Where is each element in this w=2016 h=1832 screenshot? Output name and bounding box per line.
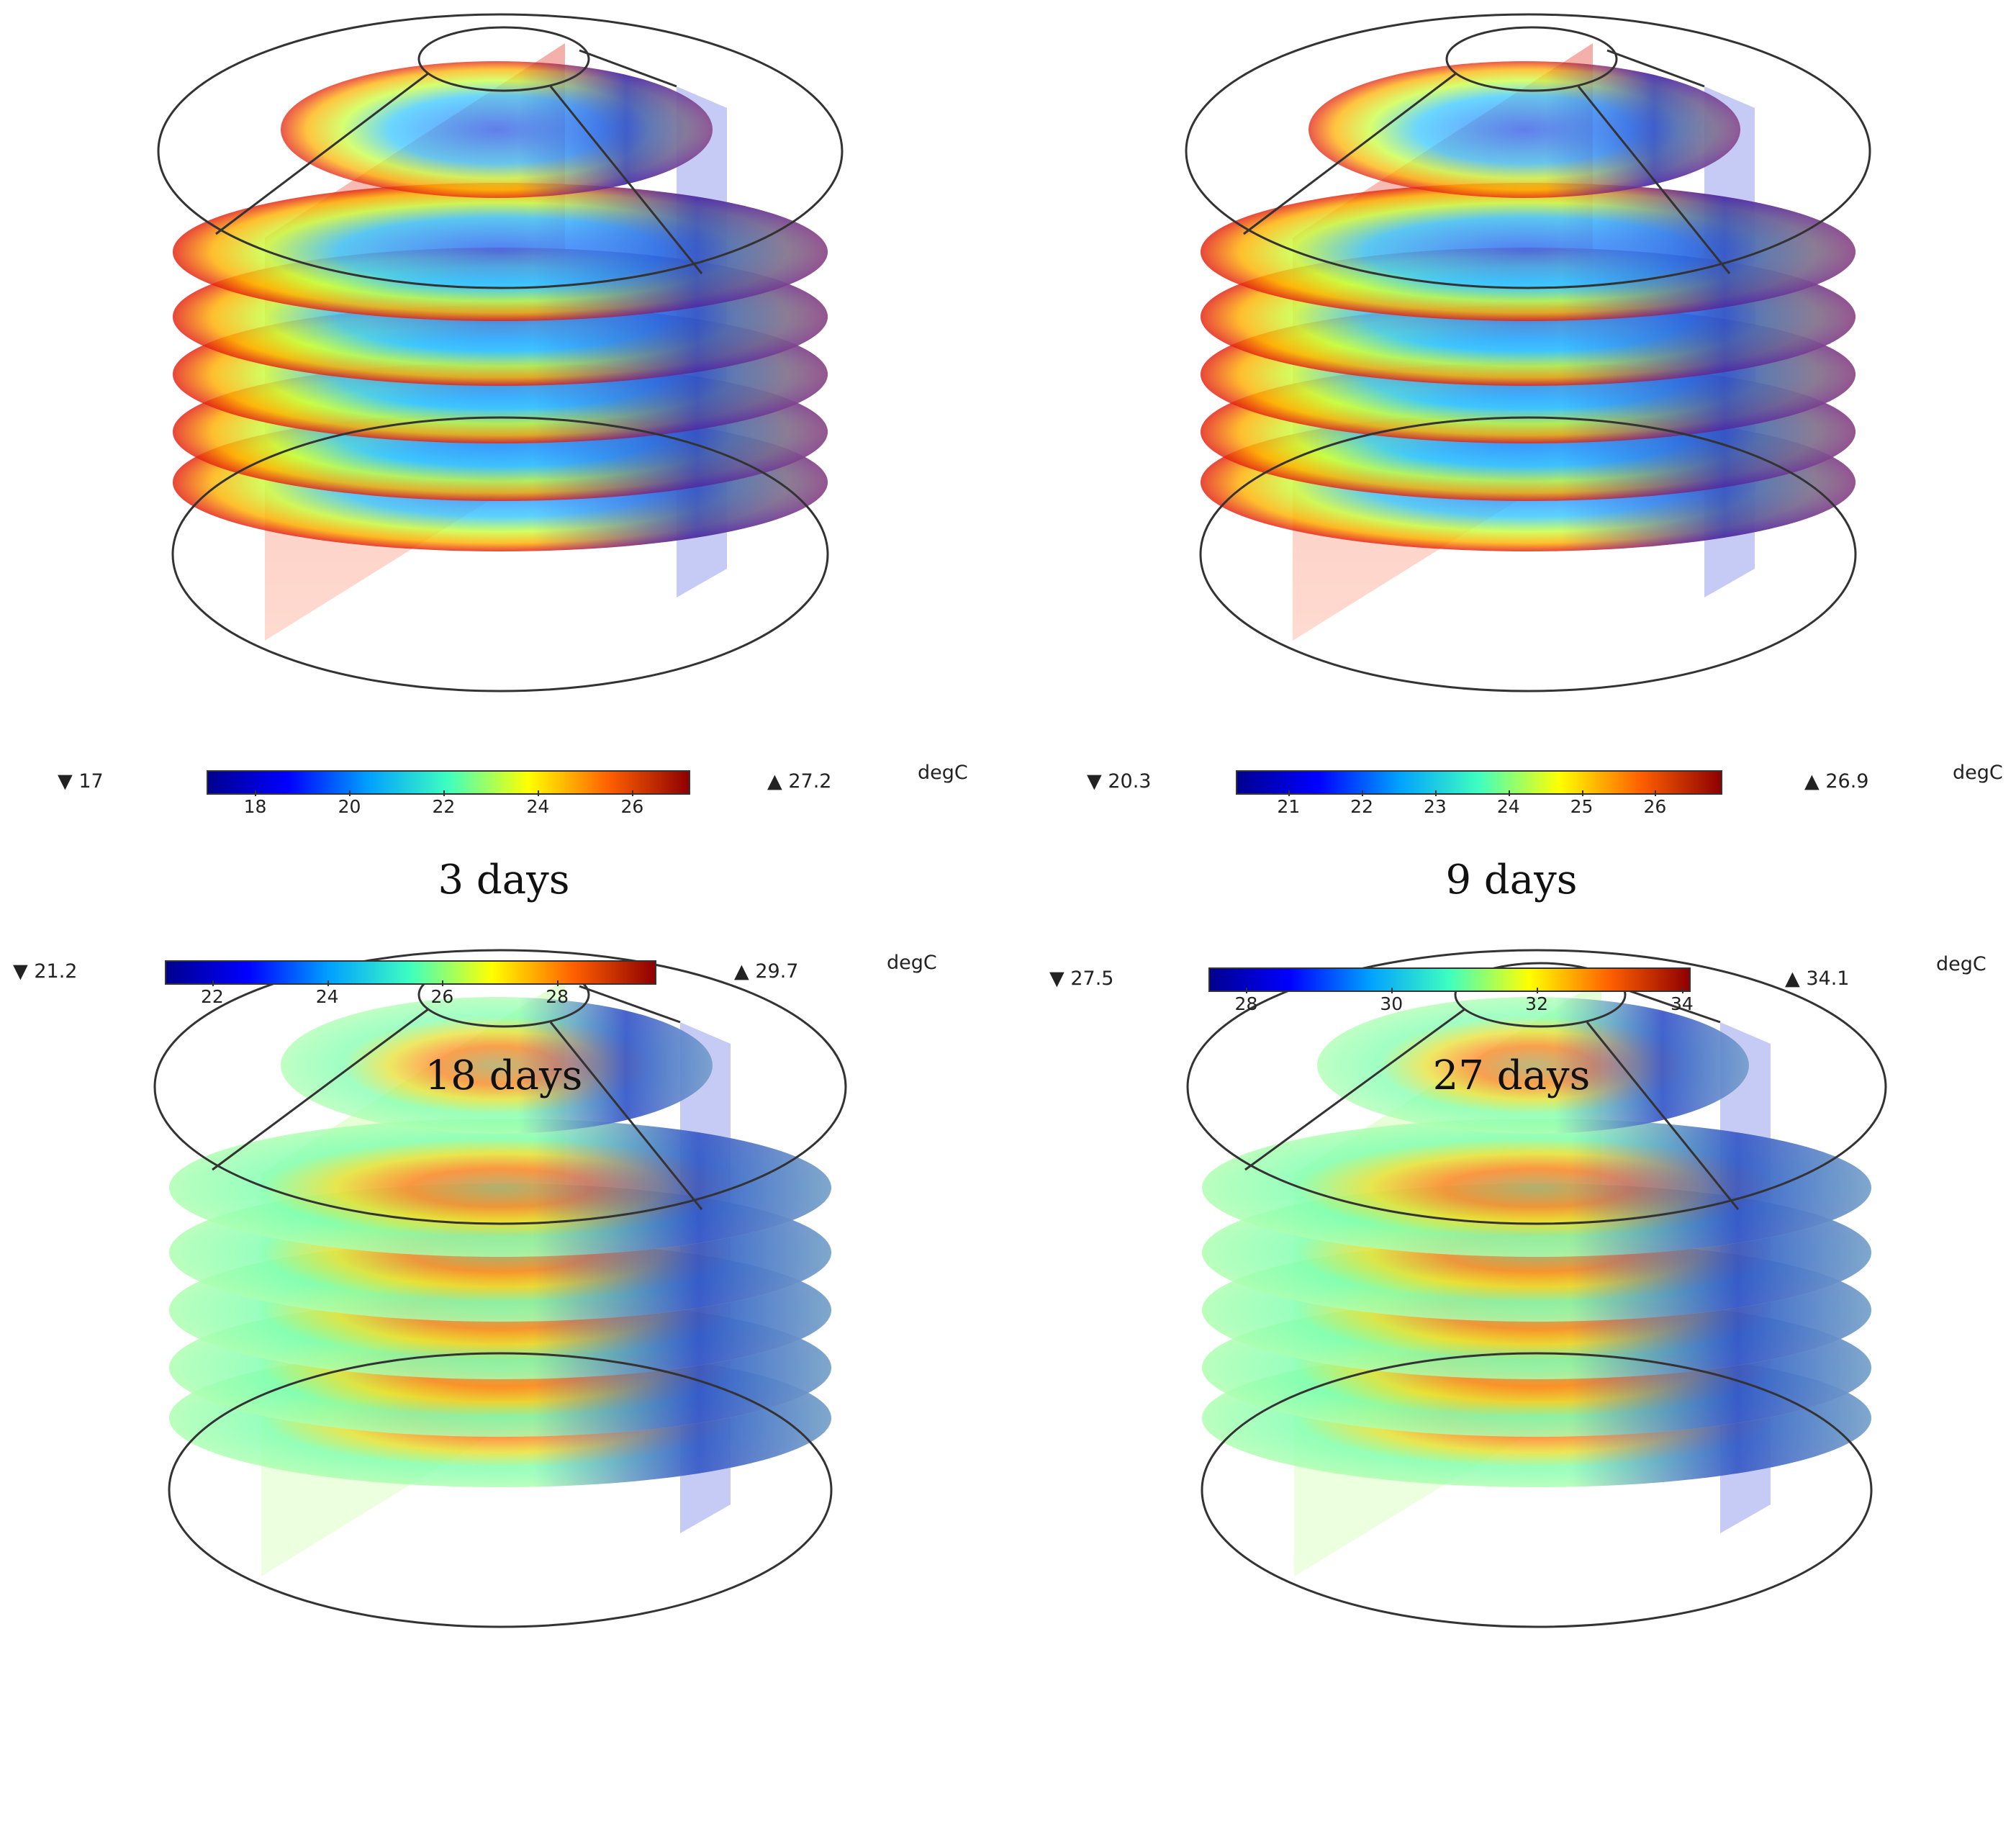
colorbar-tick-label: 24 bbox=[315, 986, 339, 1007]
colorbar-tick-label: 18 bbox=[243, 796, 267, 817]
colorbar-max-label: ▲ 26.9 bbox=[1804, 770, 1869, 793]
colorbar-tick-mark bbox=[1434, 790, 1437, 796]
colorbar-max-label: ▲ 29.7 bbox=[734, 960, 799, 983]
colorbar-tick-mark bbox=[538, 790, 540, 796]
colorbar-tick-label: 23 bbox=[1424, 796, 1447, 817]
colorbar-tick-label: 30 bbox=[1380, 993, 1403, 1014]
colorbar-tick-mark bbox=[1681, 988, 1683, 993]
colorbar-tick-mark bbox=[327, 980, 329, 986]
colorbar-tick-mark bbox=[442, 980, 444, 986]
colorbar-tick-label: 21 bbox=[1277, 796, 1301, 817]
cylinder-temperature-render bbox=[1186, 949, 1887, 1628]
cylinder-temperature-render bbox=[1185, 13, 1871, 692]
colorbar-tick-mark bbox=[1537, 988, 1539, 993]
colorbar-max-label: ▲ 27.2 bbox=[767, 770, 832, 793]
colorbar-unit-label: degC bbox=[918, 762, 968, 784]
colorbar-min-label: ▼ 21.2 bbox=[13, 960, 78, 983]
panel-caption: 27 days bbox=[1432, 1052, 1591, 1099]
colorbar-tick-mark bbox=[255, 790, 257, 796]
panel-caption: 3 days bbox=[438, 857, 570, 903]
colorbar-tick-label: 22 bbox=[432, 796, 456, 817]
colorbar-tick-label: 22 bbox=[1350, 796, 1373, 817]
colorbar-max-label: ▲ 34.1 bbox=[1785, 967, 1850, 990]
colorbar-tick-label: 24 bbox=[526, 796, 550, 817]
colorbar-unit-label: degC bbox=[887, 952, 937, 974]
colorbar: 22 24 26 28 bbox=[165, 960, 656, 1007]
colorbar-min-label: ▼ 27.5 bbox=[1049, 967, 1114, 990]
colorbar-min-label: ▼ 20.3 bbox=[1087, 770, 1152, 793]
colorbar-unit-label: degC bbox=[1953, 762, 2003, 784]
colorbar-tick-mark bbox=[349, 790, 351, 796]
colorbar-tick-mark bbox=[1246, 988, 1248, 993]
colorbar-tick-label: 28 bbox=[546, 986, 569, 1007]
colorbar-tick-mark bbox=[212, 980, 214, 986]
colorbar-min-label: ▼ 17 bbox=[58, 770, 104, 793]
colorbar-tick-mark bbox=[1362, 790, 1364, 796]
colorbar-tick-label: 32 bbox=[1525, 993, 1548, 1014]
colorbar: 28 30 32 34 bbox=[1208, 967, 1694, 1014]
colorbar-tick-label: 26 bbox=[430, 986, 454, 1007]
colorbar-tick-mark bbox=[1391, 988, 1393, 993]
colorbar-tick-label: 22 bbox=[200, 986, 224, 1007]
colorbar-tick-mark bbox=[443, 790, 446, 796]
colorbar-tick-label: 26 bbox=[620, 796, 644, 817]
colorbar-tick-mark bbox=[557, 980, 559, 986]
colorbar-tick-label: 26 bbox=[1643, 796, 1667, 817]
colorbar-tick-label: 20 bbox=[338, 796, 361, 817]
panel-3-days: ▼ 17 18 20 22 24 26 ▲ 27.2 degC 3 days bbox=[0, 0, 1008, 916]
panel-caption: 9 days bbox=[1445, 857, 1578, 903]
panel-27-days: ▼ 27.5 28 30 32 34 ▲ 34.1 degC 27 days bbox=[1008, 916, 2015, 1831]
colorbar-unit-label: degC bbox=[1936, 953, 1986, 975]
colorbar-tick-mark bbox=[1508, 790, 1510, 796]
cylinder-temperature-render bbox=[153, 949, 847, 1628]
colorbar-tick-mark bbox=[1581, 790, 1583, 796]
colorbar-tick-label: 28 bbox=[1234, 993, 1258, 1014]
colorbar-tick-mark bbox=[1655, 790, 1657, 796]
panel-caption: 18 days bbox=[425, 1052, 583, 1099]
colorbar: 21 22 23 24 25 26 bbox=[1236, 770, 1722, 817]
cylinder-temperature-render bbox=[157, 13, 844, 692]
colorbar-tick-label: 34 bbox=[1671, 993, 1694, 1014]
panel-9-days: ▼ 20.3 21 22 23 24 25 26 ▲ 26.9 degC 9 days bbox=[1008, 0, 2015, 916]
colorbar-tick-label: 24 bbox=[1496, 796, 1520, 817]
colorbar-tick-label: 25 bbox=[1570, 796, 1594, 817]
colorbar-tick-mark bbox=[1288, 790, 1290, 796]
colorbar-tick-mark bbox=[632, 790, 634, 796]
colorbar: 18 20 22 24 26 bbox=[207, 770, 690, 817]
panel-18-days: ▼ 21.2 22 24 26 28 ▲ 29.7 degC 18 days bbox=[0, 916, 1008, 1831]
